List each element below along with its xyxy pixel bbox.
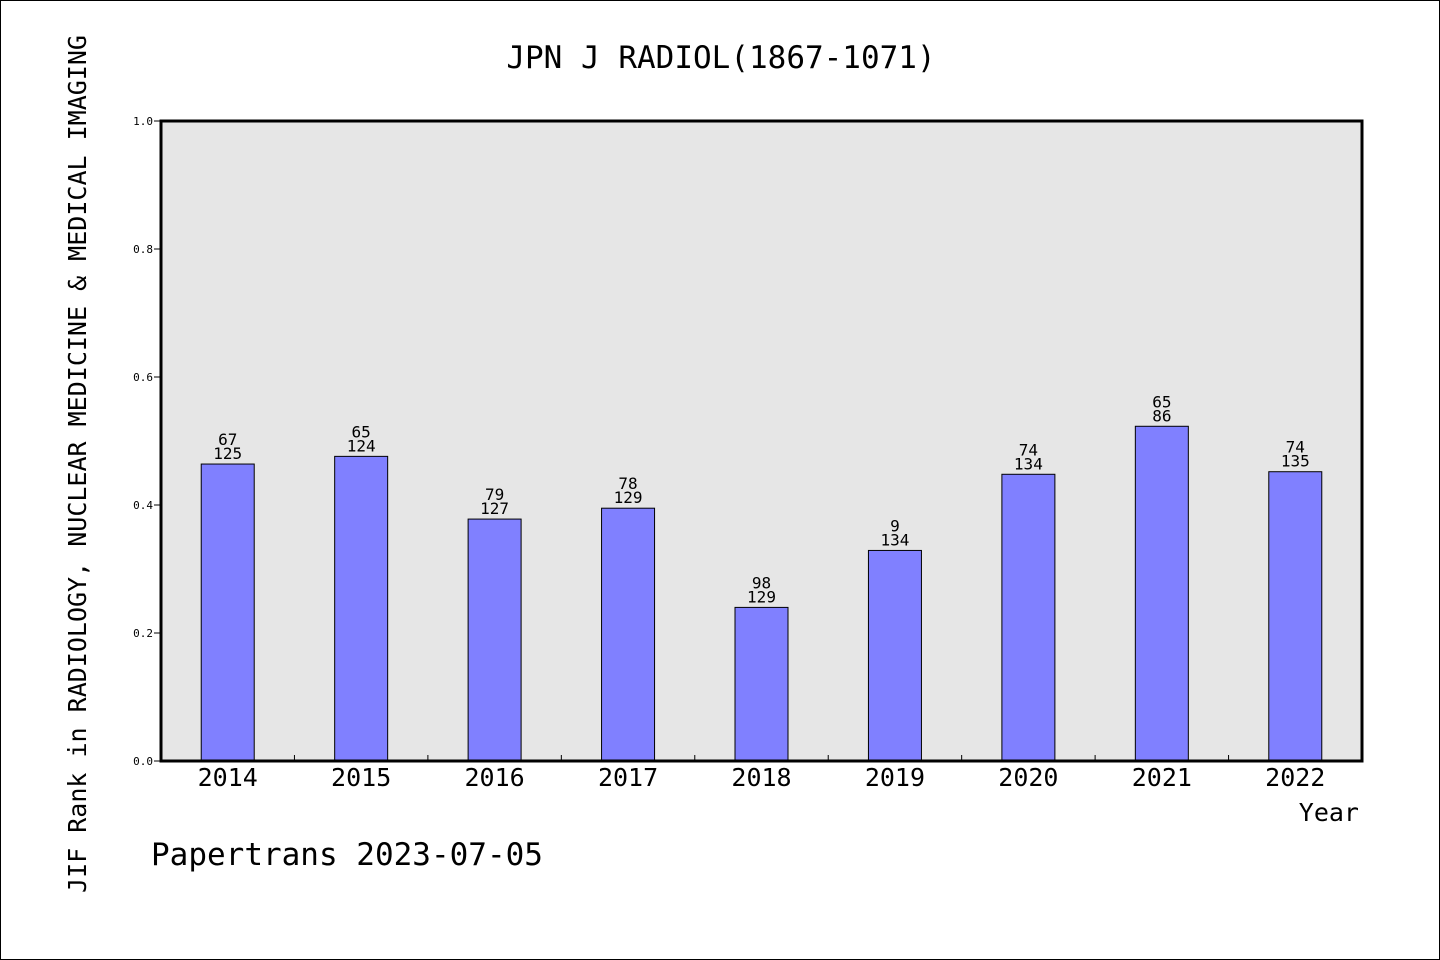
chart-title: JPN J RADIOL(1867-1071) — [506, 40, 935, 76]
bar-2019 — [867, 549, 922, 762]
bar-2021 — [1134, 425, 1189, 762]
bar-rank-label: 98 — [752, 573, 771, 592]
bar-total-label: 134 — [880, 530, 909, 549]
bar-rank-label: 65 — [1152, 392, 1171, 411]
bar-rank-label: 74 — [1286, 438, 1305, 457]
bar-labels-group: 6712565124791277812998129913474134658674… — [213, 392, 1309, 606]
bar-total-label: 125 — [213, 444, 242, 463]
bars-group — [200, 425, 1323, 762]
bar-2015 — [334, 455, 389, 762]
bar-total-label: 124 — [347, 436, 376, 455]
bar-rank-label: 79 — [485, 485, 504, 504]
y-axis-label: JIF Rank in RADIOLOGY, NUCLEAR MEDICINE … — [63, 35, 92, 893]
bar-rank-label: 74 — [1019, 440, 1038, 459]
x-tick-label: 2021 — [1132, 763, 1192, 792]
x-tick-label: 2017 — [598, 763, 658, 792]
y-tick-label: 0.8 — [133, 243, 153, 256]
y-tick-label: 1.0 — [133, 115, 153, 128]
bar-rank-label: 9 — [890, 516, 900, 535]
footer-credit: Papertrans 2023-07-05 — [151, 837, 543, 873]
x-tick-label: 2014 — [198, 763, 258, 792]
x-axis: 2014 2015 2016 2017 2018 2019 2020 2021 2022 — [198, 755, 1325, 792]
y-tick-label: 0.4 — [133, 499, 153, 512]
bar-2017 — [601, 507, 656, 762]
x-axis-label: Year — [1299, 798, 1359, 827]
y-tick-label: 0.2 — [133, 627, 153, 640]
bar-rank-label: 65 — [352, 422, 371, 441]
bar-2014 — [200, 463, 255, 762]
bar-rank-label: 67 — [218, 430, 237, 449]
bar-2020 — [1001, 473, 1056, 762]
bar-rank-label: 78 — [618, 474, 637, 493]
bar-2018 — [734, 606, 789, 762]
x-tick-label: 2018 — [731, 763, 791, 792]
bar-2016 — [467, 518, 522, 762]
x-tick-label: 2022 — [1265, 763, 1325, 792]
bar-total-label: 127 — [480, 499, 509, 518]
bar-total-label: 129 — [747, 587, 776, 606]
bar-total-label: 135 — [1281, 452, 1310, 471]
bar-2022 — [1268, 471, 1323, 762]
x-tick-label: 2020 — [998, 763, 1058, 792]
x-tick-label: 2016 — [465, 763, 525, 792]
y-tick-label: 0.6 — [133, 371, 153, 384]
x-tick-label: 2019 — [865, 763, 925, 792]
plot-frame — [159, 119, 1364, 763]
bar-total-label: 129 — [614, 488, 643, 507]
y-tick-label: 0.0 — [133, 755, 153, 768]
x-tick-label: 2015 — [331, 763, 391, 792]
bar-total-label: 134 — [1014, 454, 1043, 473]
y-axis: 0.0 0.2 0.4 0.6 0.8 1.0 — [133, 115, 161, 768]
bar-total-label: 86 — [1152, 406, 1171, 425]
